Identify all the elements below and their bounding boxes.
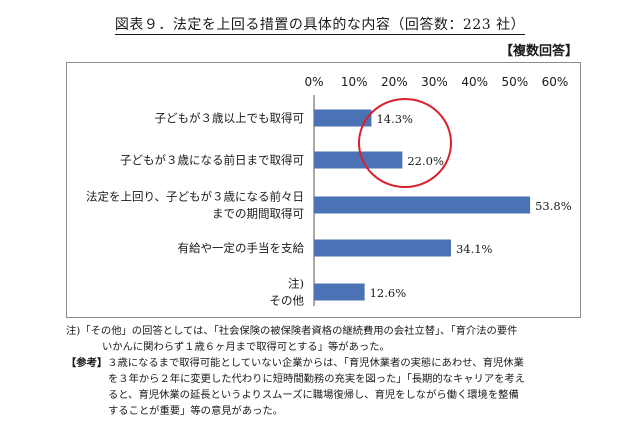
- value-label: 22.0%: [407, 154, 444, 168]
- reference-line: を３年から２年に変更した代わりに短時間勤務の充実を図った」「長期的なキャリアを考…: [108, 373, 526, 385]
- reference-line: ３歳になるまで取得可能としていない企業からは、「育児休業者の実態にあわせ、育児休…: [107, 357, 524, 369]
- value-label: 14.3%: [376, 112, 413, 126]
- x-axis-ticks: 0% 10% 20% 30% 40% 50% 60%: [304, 75, 568, 89]
- x-tick-label: 60%: [542, 75, 569, 89]
- category-label: 子どもが３歳になる前日まで取得可: [120, 153, 304, 167]
- x-tick-label: 10%: [341, 75, 368, 89]
- category-label: 注): [288, 277, 304, 291]
- bar: [314, 109, 372, 127]
- figure-title-text: 図表９．法定を上回る措置の具体的な内容（回答数：223 社）: [114, 17, 526, 35]
- note-line: 注)「その他」の回答としては、「社会保険の被保険者資格の継続費用の会社立替」、「…: [66, 325, 518, 337]
- x-tick-label: 50%: [501, 75, 528, 89]
- x-tick-label: 0%: [304, 75, 323, 89]
- x-tick-label: 40%: [461, 75, 488, 89]
- figure-title: 図表９．法定を上回る措置の具体的な内容（回答数：223 社）: [0, 14, 640, 35]
- bar: [314, 283, 365, 301]
- x-tick-label: 30%: [421, 75, 448, 89]
- multi-answer-label: 【複数回答】: [499, 44, 578, 59]
- value-label: 12.6%: [370, 286, 407, 300]
- category-label: までの期間取得可: [212, 207, 304, 221]
- bar: [314, 239, 451, 257]
- reference-line: することが重要」等の意見があった。: [108, 405, 284, 417]
- x-tick-label: 20%: [381, 75, 408, 89]
- category-label: 法定を上回り、子どもが３歳になる前々日: [86, 190, 304, 204]
- category-labels: 子どもが３歳以上でも取得可子どもが３歳になる前日まで取得可法定を上回り、子どもが…: [86, 111, 305, 308]
- notes-block: 注)「その他」の回答としては、「社会保険の被保険者資格の継続費用の会社立替」、「…: [66, 323, 586, 419]
- category-label: 子どもが３歳以上でも取得可: [155, 111, 305, 125]
- bar: [314, 196, 531, 214]
- value-label: 34.1%: [456, 242, 493, 256]
- reference-label: 【参考】: [66, 357, 108, 369]
- note-line: いかんに関わらず１歳６ヶ月まで取得可とする」等があった。: [102, 341, 390, 353]
- value-labels: 14.3% 22.0% 53.8% 34.1% 12.6%: [370, 112, 572, 300]
- category-label: その他: [270, 294, 305, 308]
- value-label: 53.8%: [535, 199, 572, 213]
- bar: [314, 151, 403, 169]
- chart-frame: [66, 62, 581, 318]
- bars: [314, 109, 531, 301]
- reference-line: ると、育児休業の延長というよりスムーズに職場復帰し、育児をしながら働く環境を整備: [108, 389, 519, 401]
- highlight-circle: [358, 98, 452, 188]
- category-label: 有給や一定の手当を支給: [178, 241, 305, 255]
